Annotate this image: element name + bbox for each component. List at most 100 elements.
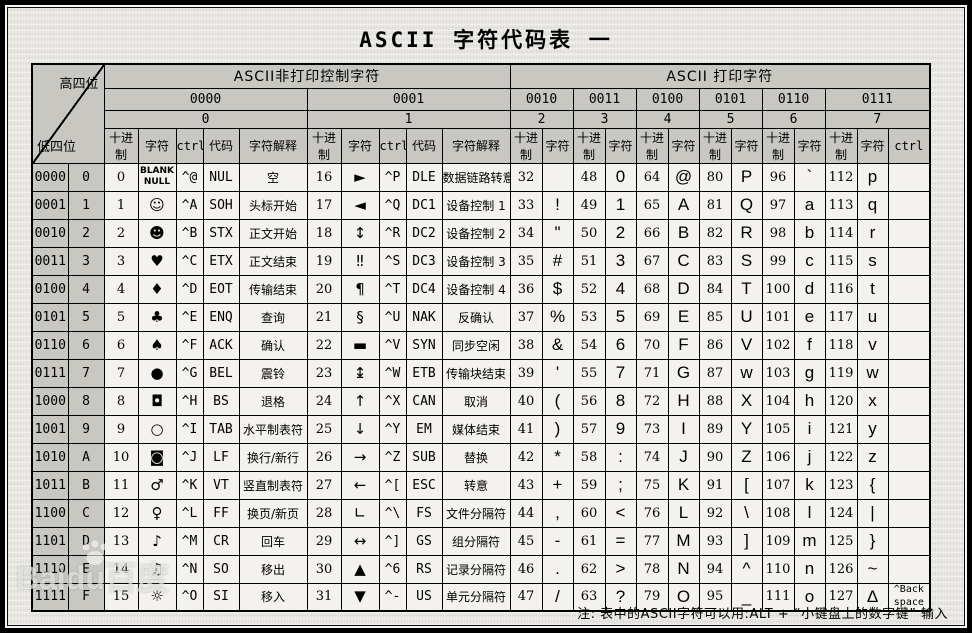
cell-decimal: 109 — [761, 526, 795, 556]
char-symbol: ↕ — [340, 218, 380, 248]
cell-decimal: 8 — [103, 386, 139, 416]
cell-decimal: 75 — [635, 470, 669, 500]
cell-meaning: 正文结束 — [238, 246, 308, 276]
cell-decimal: 10 — [103, 442, 139, 472]
cell-char: Y — [730, 414, 763, 444]
subheader-decimal: 十进制 — [824, 127, 858, 164]
cell-ctrl-code: ^- — [378, 582, 407, 612]
cell-char: * — [541, 442, 574, 472]
char-symbol: ♂ — [137, 470, 177, 500]
row-label-hex: 5 — [67, 302, 105, 332]
cell-decimal: 46 — [509, 554, 543, 584]
cell-char: S — [730, 246, 763, 276]
subheader-char: 字符 — [856, 127, 889, 164]
header-row-sections: 高四位 低四位 ASCII非打印控制字符 ASCII 打印字符 — [31, 63, 931, 164]
cell-decimal: 80 — [698, 162, 732, 192]
char-symbol: ♥ — [137, 246, 177, 276]
cell-meaning: 反确认 — [441, 302, 511, 332]
row-label-binary: 0010 — [31, 218, 69, 248]
cell-char: d — [793, 274, 826, 304]
cell-char: x — [856, 386, 889, 416]
cell-meaning: 转意 — [441, 470, 511, 500]
cell-char: s — [856, 246, 889, 276]
header-row-binary: 0000 0001 0010 0011 0100 0101 0110 0111 — [32, 87, 931, 111]
row-label-binary: 1111 — [31, 582, 69, 612]
cell-ctrl-note — [887, 330, 931, 360]
cell-decimal: 47 — [509, 582, 543, 612]
cell-meaning: 替换 — [441, 442, 511, 472]
cell-decimal: 41 — [509, 414, 543, 444]
column-hex: 5 — [698, 109, 763, 129]
cell-decimal: 44 — [509, 498, 543, 528]
row-label-binary: 0001 — [31, 190, 69, 220]
subheader-decimal: 十进制 — [572, 127, 606, 164]
table-row: 1101 D 13 ♪ ^M CR 回车 29 ↔ ^] GS 组分隔符 45-61 = 77 M 93] 109… — [31, 526, 931, 556]
cell-char: { — [856, 470, 889, 500]
cell-code-name: DC1 — [405, 190, 443, 220]
cell-decimal: 102 — [761, 330, 795, 360]
row-label-binary: 0100 — [31, 274, 69, 304]
cell-decimal: 7 — [103, 358, 139, 388]
cell-decimal: 36 — [509, 274, 543, 304]
cell-decimal: 1 — [103, 190, 139, 220]
cell-char: f — [793, 330, 826, 360]
cell-code-name: TAB — [202, 414, 240, 444]
cell-char: p — [856, 162, 889, 192]
cell-decimal: 60 — [572, 498, 606, 528]
subheader-decimal: 十进制 — [103, 127, 139, 164]
cell-ctrl-code: ^D — [175, 274, 204, 304]
cell-char: 0 — [604, 162, 637, 192]
cell-char: L — [667, 498, 700, 528]
row-label-binary: 1101 — [31, 526, 69, 556]
cell-decimal: 77 — [635, 526, 669, 556]
subheader-decimal: 十进制 — [306, 127, 342, 164]
cell-char: A — [667, 190, 700, 220]
cell-decimal: 114 — [824, 218, 858, 248]
cell-decimal: 18 — [306, 218, 342, 248]
cell-decimal: 91 — [698, 470, 732, 500]
cell-decimal: 19 — [306, 246, 342, 276]
cell-decimal: 69 — [635, 302, 669, 332]
cell-char: ! — [541, 190, 574, 220]
cell-code-name: NAK — [405, 302, 443, 332]
cell-char: & — [541, 330, 574, 360]
cell-code-name: RS — [405, 554, 443, 584]
cell-decimal: 61 — [572, 526, 606, 556]
cell-decimal: 53 — [572, 302, 606, 332]
cell-decimal: 4 — [103, 274, 139, 304]
cell-meaning: 头标开始 — [238, 190, 308, 220]
cell-char: " — [541, 218, 574, 248]
cell-char: K — [667, 470, 700, 500]
cell-char: : — [604, 442, 637, 472]
row-label-hex: 2 — [67, 218, 105, 248]
cell-decimal: 26 — [306, 442, 342, 472]
cell-decimal: 112 — [824, 162, 858, 192]
cell-decimal: 115 — [824, 246, 858, 276]
cell-char: ; — [604, 470, 637, 500]
char-symbol: ☼ — [137, 582, 177, 612]
cell-ctrl-note — [887, 386, 931, 416]
cell-char: 9 — [604, 414, 637, 444]
cell-decimal: 70 — [635, 330, 669, 360]
cell-ctrl-code: ^T — [378, 274, 407, 304]
cell-decimal: 5 — [103, 302, 139, 332]
row-label-hex: 3 — [67, 246, 105, 276]
cell-char: } — [856, 526, 889, 556]
cell-char: . — [541, 554, 574, 584]
cell-decimal: 86 — [698, 330, 732, 360]
cell-decimal: 104 — [761, 386, 795, 416]
cell-decimal: 71 — [635, 358, 669, 388]
cell-decimal: 38 — [509, 330, 543, 360]
cell-decimal: 67 — [635, 246, 669, 276]
subheader-ctrl: ctrl — [378, 127, 407, 164]
cell-char: C — [667, 246, 700, 276]
cell-decimal: 39 — [509, 358, 543, 388]
cell-meaning: 设备控制 4 — [441, 274, 511, 304]
cell-decimal: 11 — [103, 470, 139, 500]
cell-decimal: 105 — [761, 414, 795, 444]
cell-char: Δ — [856, 582, 889, 612]
cell-ctrl-code: ^U — [378, 302, 407, 332]
column-hex: 3 — [572, 109, 637, 129]
row-label-hex: 6 — [67, 330, 105, 360]
char-symbol: ☻ — [137, 218, 177, 248]
